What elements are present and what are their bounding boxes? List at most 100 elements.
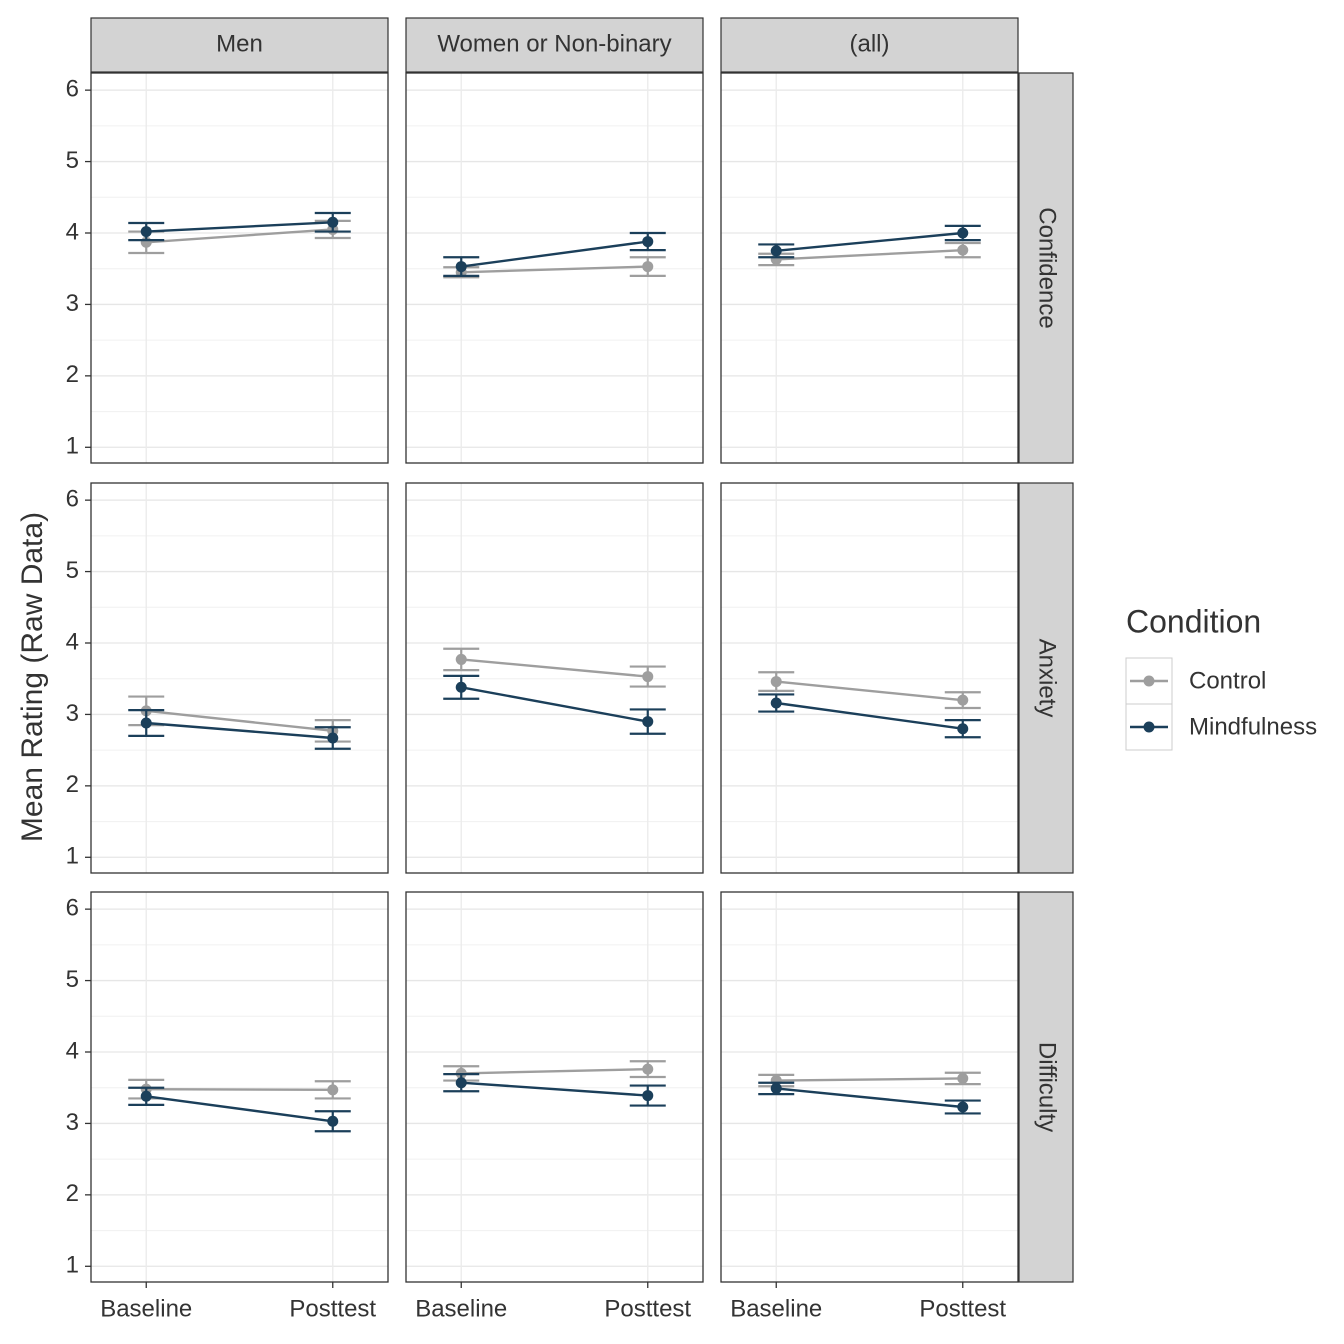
series-line: [461, 1081, 648, 1097]
facet-row-label: Confidence: [1034, 207, 1061, 328]
panel-background: [91, 483, 388, 873]
series-line: [461, 686, 648, 723]
y-tick-label: 5: [66, 147, 79, 174]
y-tick-label: 4: [66, 218, 79, 245]
series-line: [146, 721, 333, 740]
point: [455, 653, 467, 665]
point: [770, 1082, 782, 1094]
series-line: [146, 709, 333, 733]
point: [140, 1090, 152, 1102]
panel-border: [405, 482, 704, 874]
point: [455, 261, 467, 273]
y-tick-label: 5: [66, 966, 79, 993]
panel-border: [90, 482, 389, 874]
series-line: [146, 1087, 333, 1092]
x-tick-label: Baseline: [100, 1295, 192, 1322]
point: [327, 1084, 339, 1096]
y-tick-label: 4: [66, 1037, 79, 1064]
series-line: [146, 221, 333, 233]
point: [642, 236, 654, 248]
point: [327, 216, 339, 228]
y-tick-label: 2: [66, 361, 79, 388]
y-tick-label: 1: [66, 1252, 79, 1279]
facet-strip: [720, 17, 1019, 73]
point: [957, 244, 969, 256]
y-tick-label: 1: [66, 433, 79, 460]
y-tick-label: 3: [66, 1109, 79, 1136]
legend-label: Control: [1189, 667, 1266, 694]
x-tick-label: Posttest: [604, 1295, 691, 1322]
y-tick-label: 1: [66, 843, 79, 870]
point: [642, 261, 654, 273]
facet-strip: [405, 17, 704, 73]
point: [957, 694, 969, 706]
panel-border: [720, 891, 1019, 1283]
facet-row-label: Difficulty: [1034, 1042, 1061, 1132]
legend-point: [1143, 721, 1155, 733]
series-line: [776, 680, 963, 702]
y-tick-label: 6: [66, 485, 79, 512]
panel-border: [90, 72, 389, 464]
point: [455, 681, 467, 693]
legend-label: Mindfulness: [1189, 713, 1317, 740]
series-line: [461, 1067, 648, 1075]
x-tick-label: Baseline: [415, 1295, 507, 1322]
panel-background: [721, 483, 1018, 873]
y-axis-title: Mean Rating (Raw Data): [16, 512, 49, 842]
facet-col-label: (all): [850, 30, 890, 57]
point: [455, 1077, 467, 1089]
series-line: [146, 228, 333, 244]
y-tick-label: 6: [66, 894, 79, 921]
series-line: [461, 265, 648, 274]
point: [642, 716, 654, 728]
facet-strip: [1018, 891, 1074, 1283]
y-tick-label: 6: [66, 75, 79, 102]
series-line: [146, 1095, 333, 1123]
facet-row-label: Anxiety: [1034, 639, 1061, 718]
point: [327, 732, 339, 744]
y-tick-label: 4: [66, 628, 79, 655]
legend-point: [1143, 675, 1155, 687]
series-line: [776, 248, 963, 261]
panel-border: [405, 891, 704, 1283]
point: [957, 227, 969, 239]
panel-background: [406, 483, 703, 873]
panel-border: [90, 891, 389, 1283]
y-tick-label: 5: [66, 557, 79, 584]
x-tick-label: Baseline: [730, 1295, 822, 1322]
panel-border: [720, 72, 1019, 464]
facet-strip: [1018, 482, 1074, 874]
facet-col-label: Men: [216, 30, 263, 57]
point: [957, 723, 969, 735]
y-tick-label: 3: [66, 290, 79, 317]
point: [957, 1101, 969, 1113]
facet-col-label: Women or Non-binary: [437, 30, 671, 57]
series-line: [776, 1087, 963, 1109]
legend-title: Condition: [1126, 603, 1261, 639]
point: [770, 245, 782, 257]
facet-strip: [90, 17, 389, 73]
y-tick-label: 2: [66, 771, 79, 798]
point: [642, 1063, 654, 1075]
point: [327, 1115, 339, 1127]
series-line: [776, 701, 963, 730]
panel-border: [405, 72, 704, 464]
panel-border: [720, 482, 1019, 874]
x-tick-label: Posttest: [289, 1295, 376, 1322]
series-line: [776, 231, 963, 253]
point: [140, 717, 152, 729]
point: [642, 671, 654, 683]
series-line: [461, 240, 648, 268]
facet-strip: [1018, 72, 1074, 464]
series-line: [461, 658, 648, 678]
point: [770, 676, 782, 688]
panel-background: [406, 892, 703, 1282]
y-tick-label: 2: [66, 1180, 79, 1207]
series-line: [776, 1077, 963, 1082]
point: [140, 226, 152, 238]
point: [957, 1072, 969, 1084]
point: [770, 697, 782, 709]
point: [642, 1090, 654, 1102]
x-tick-label: Posttest: [919, 1295, 1006, 1322]
